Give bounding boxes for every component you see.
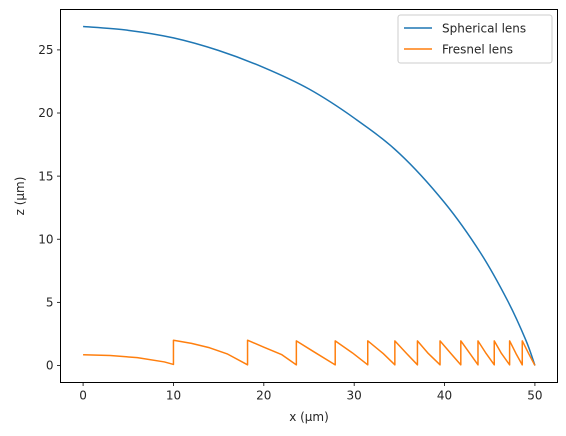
y-tick-label: 25: [38, 43, 53, 57]
legend: Spherical lens Fresnel lens: [397, 14, 553, 64]
legend-box: [397, 14, 553, 64]
plot-frame: [60, 9, 558, 383]
y-tick-label: 20: [38, 106, 53, 120]
legend-label: Fresnel lens: [442, 42, 513, 56]
x-tick-label: 10: [166, 389, 181, 403]
y-tick-label: 15: [38, 169, 53, 183]
x-axis-label: x (μm): [289, 410, 329, 424]
y-axis-label: z (μm): [13, 177, 27, 216]
y-tick-label: 5: [46, 296, 54, 310]
y-tick-label: 10: [38, 232, 53, 246]
series-line-fresnel-lens: [83, 339, 536, 366]
plot-area: [60, 9, 558, 383]
y-tick-label: 0: [46, 359, 54, 373]
ticks-layer: 0 10 20 30 40 50 0 5 10 15 20 25: [38, 43, 542, 402]
series-line-spherical-lens: [83, 25, 536, 366]
x-tick-label: 50: [527, 389, 542, 403]
x-tick-label: 0: [79, 389, 87, 403]
x-tick-label: 30: [347, 389, 362, 403]
series-layer: [83, 25, 536, 366]
x-tick-label: 40: [437, 389, 452, 403]
x-tick-label: 20: [256, 389, 271, 403]
legend-label: Spherical lens: [442, 21, 526, 35]
